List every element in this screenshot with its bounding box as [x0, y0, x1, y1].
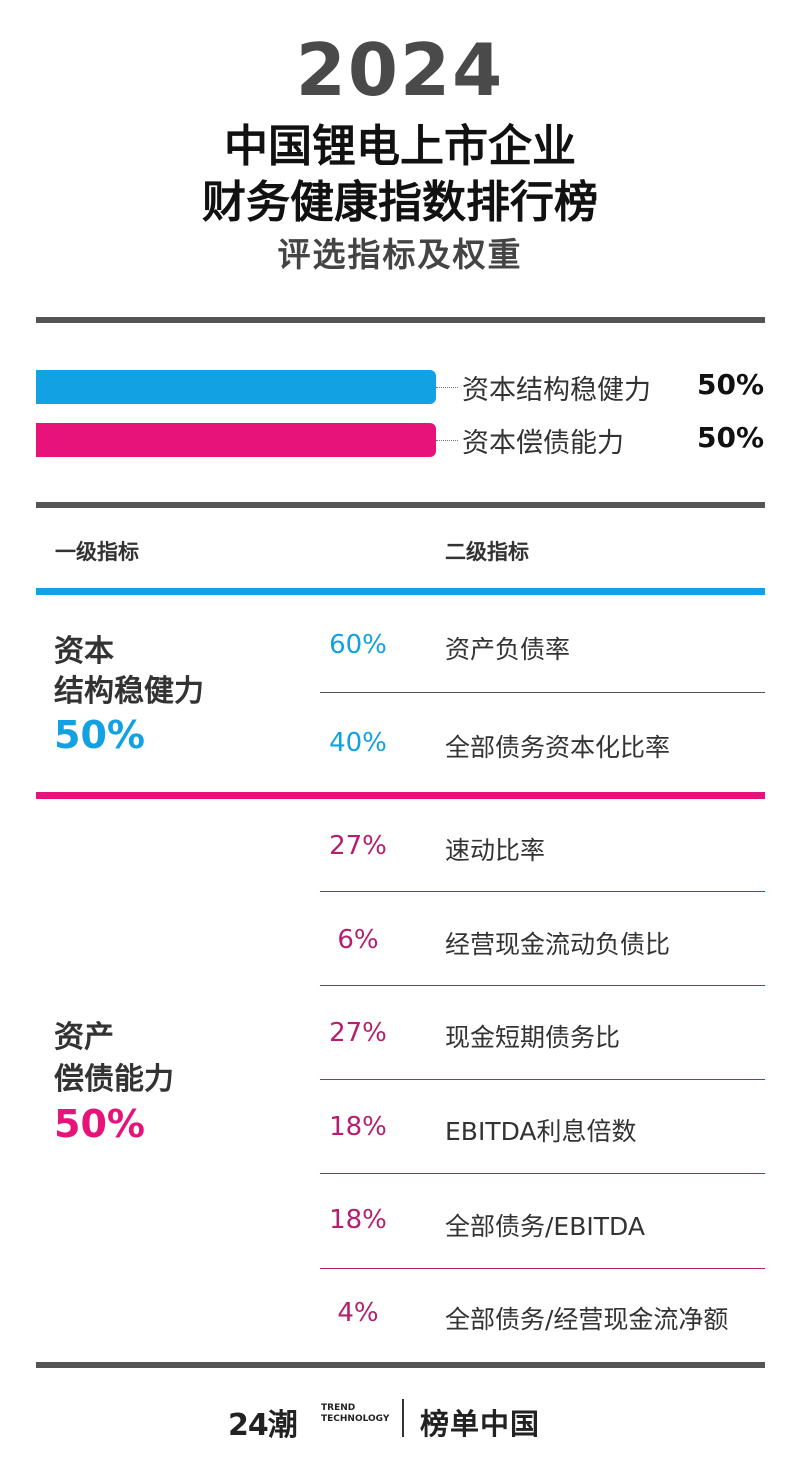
- indicator-name: 现金短期债务比: [445, 1023, 621, 1052]
- logo-trend-word: TREND: [321, 1403, 356, 1413]
- indicator-weight: 60%: [329, 630, 387, 660]
- legend-bar-structure: [36, 370, 436, 404]
- col-header-level1: 一级指标: [55, 540, 139, 564]
- legend-leader-structure: [436, 387, 458, 388]
- indicator-weight: 6%: [337, 925, 379, 955]
- row-divider: [320, 1173, 765, 1174]
- indicator-name: 资产负债率: [445, 635, 571, 664]
- indicator-name: 经营现金流动负债比: [445, 930, 671, 959]
- indicator-name: 全部债务/经营现金流净额: [445, 1305, 729, 1334]
- col-header-level2: 二级指标: [445, 540, 529, 564]
- indicator-name: EBITDA利息倍数: [445, 1117, 637, 1146]
- mid-divider: [36, 502, 765, 508]
- group-name-structure-line1: 资本: [54, 634, 114, 669]
- row-divider: [320, 1079, 765, 1080]
- legend-value-solvency: 50%: [697, 421, 765, 454]
- page-title-line1: 中国锂电上市企业: [224, 121, 576, 172]
- group-weight-structure: 50%: [54, 713, 145, 757]
- group-name-solvency-line2: 偿债能力: [54, 1062, 174, 1097]
- logo-24chao: 24潮: [228, 1408, 298, 1443]
- group-weight-solvency: 50%: [54, 1102, 145, 1146]
- indicator-weight: 4%: [337, 1298, 379, 1328]
- indicator-weight: 27%: [329, 831, 387, 861]
- legend-value-structure: 50%: [697, 368, 765, 401]
- row-divider: [320, 1268, 765, 1269]
- top-divider: [36, 317, 765, 323]
- indicator-name: 速动比率: [445, 836, 546, 865]
- page-title-line2: 财务健康指数排行榜: [202, 177, 598, 228]
- legend-label-solvency: 资本偿债能力: [462, 428, 624, 459]
- group-name-structure-line2: 结构稳健力: [54, 674, 204, 709]
- legend-label-structure: 资本结构稳健力: [462, 375, 651, 406]
- legend-leader-solvency: [436, 440, 458, 441]
- row-divider: [320, 985, 765, 986]
- legend-bar-solvency: [36, 423, 436, 457]
- logo-bangdan-china: 榜单中国: [420, 1407, 541, 1441]
- page-subtitle: 评选指标及权重: [277, 235, 523, 274]
- group-bar-solvency: [36, 792, 765, 799]
- indicator-weight: 27%: [329, 1018, 387, 1048]
- bottom-divider: [36, 1362, 765, 1368]
- logo-trend-text: TREND TECHNOLOGY: [321, 1403, 389, 1425]
- report-year: 2024: [295, 28, 505, 112]
- indicator-weight: 18%: [329, 1205, 387, 1235]
- indicator-name: 全部债务/EBITDA: [445, 1212, 645, 1241]
- group-bar-structure: [36, 588, 765, 595]
- indicator-weight: 18%: [329, 1112, 387, 1142]
- group-name-solvency-line1: 资产: [54, 1020, 114, 1055]
- logo-technology-word: TECHNOLOGY: [321, 1414, 390, 1424]
- row-divider: [320, 891, 765, 892]
- indicator-weight: 40%: [329, 728, 387, 758]
- indicator-name: 全部债务资本化比率: [445, 733, 671, 762]
- row-divider: [320, 692, 765, 693]
- logo-divider: [402, 1399, 404, 1437]
